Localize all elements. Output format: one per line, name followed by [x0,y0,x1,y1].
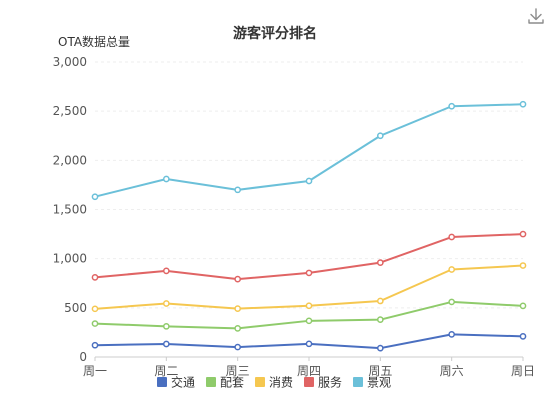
x-tick-label: 周二 [154,364,178,378]
data-point[interactable] [91,320,99,327]
legend-item[interactable]: 服务 [304,375,342,390]
data-point[interactable] [234,325,242,332]
data-point[interactable] [162,175,170,183]
x-tick-label: 周一 [83,364,107,378]
y-tick-label: 1,500 [53,203,87,217]
data-point[interactable] [91,341,99,349]
y-tick-label: 3,000 [53,55,87,69]
data-point[interactable] [448,331,456,338]
legend: 交通 配套 消费 服务 景观 [157,375,391,390]
data-point[interactable] [376,259,384,266]
data-point[interactable] [519,262,527,269]
legend-label: 景观 [367,376,391,390]
legend-swatch [353,377,363,387]
legend-label: 配套 [220,376,244,390]
legend-label: 消费 [269,376,293,390]
data-point[interactable] [162,267,170,275]
grid [95,61,523,309]
data-point[interactable] [376,344,384,352]
data-point[interactable] [162,340,170,348]
legend-swatch [304,377,314,387]
data-point[interactable] [448,298,456,306]
data-point[interactable] [305,177,313,185]
data-point[interactable] [519,100,527,108]
legend-item[interactable]: 配套 [206,376,244,390]
data-point[interactable] [234,275,242,283]
x-tick-label: 周日 [511,364,535,378]
legend-swatch [206,377,216,387]
data-point[interactable] [448,233,456,241]
data-point[interactable] [91,305,99,313]
data-point[interactable] [91,193,99,201]
y-tick-label: 500 [64,301,87,315]
data-point[interactable] [91,274,99,281]
data-point[interactable] [376,297,384,305]
chart-title: 游客评分排名 [233,25,317,42]
x-tick-label: 周三 [226,364,250,378]
data-point[interactable] [234,343,242,351]
data-point[interactable] [305,302,313,310]
data-point[interactable] [519,230,527,238]
x-tick-label: 周六 [440,364,464,378]
data-point[interactable] [234,186,242,194]
data-point[interactable] [305,269,313,277]
legend-item[interactable]: 消费 [255,376,293,390]
data-point[interactable] [305,317,313,325]
data-point[interactable] [305,340,313,348]
legend-swatch [255,377,265,387]
data-point[interactable] [234,305,242,312]
y-tick-label: 2,500 [53,104,87,118]
download-icon[interactable] [528,8,544,24]
series-group [91,100,527,352]
legend-item[interactable]: 景观 [353,376,391,390]
data-point[interactable] [162,300,170,307]
data-point[interactable] [448,102,456,110]
legend-item[interactable]: 交通 [157,375,195,390]
data-point[interactable] [162,322,170,330]
x-tick-label: 周四 [297,364,321,378]
axes: 0 500 1,000 1,500 2,000 2,500 3,000 周一 周二 周三 周四 周五 周… [53,55,535,378]
legend-swatch [157,377,167,387]
data-point[interactable] [519,302,527,310]
data-point[interactable] [376,132,384,140]
y-axis-label: OTA数据总量 [58,34,130,49]
data-point[interactable] [519,333,527,340]
data-point[interactable] [376,316,384,323]
legend-label: 交通 [171,375,195,390]
x-tick-label: 周五 [368,364,392,378]
data-point[interactable] [448,266,456,273]
y-tick-label: 1,000 [53,252,87,266]
legend-label: 服务 [318,375,342,390]
y-tick-label: 2,000 [53,153,87,167]
y-tick-label: 0 [79,350,87,364]
